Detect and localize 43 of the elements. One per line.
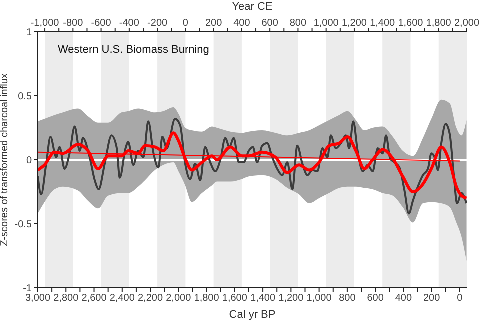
x2-tick-label: -800 [63, 18, 84, 29]
x2-axis-title: Year CE [232, 0, 273, 13]
x2-tick-label: 2,000 [454, 18, 480, 29]
x-tick-label: 3,000 [25, 293, 51, 304]
x2-tick-label: 1,400 [370, 18, 396, 29]
x-tick-label: 800 [339, 293, 356, 304]
x-tick-label: 2,200 [138, 293, 164, 304]
x-tick-label: 1,800 [194, 293, 220, 304]
x-tick-label: 1,600 [222, 293, 248, 304]
x2-tick-label: 800 [290, 18, 307, 29]
text: Western U.S. Biomass Burning [58, 44, 210, 56]
x2-tick-label: -1,000 [30, 18, 60, 29]
x2-tick-label: 0 [182, 18, 189, 29]
x-tick-label: 1,000 [306, 293, 332, 304]
x2-tick-label: 1,600 [398, 18, 424, 29]
x-tick-label: 2,800 [54, 293, 80, 304]
x-tick-label: 2,600 [82, 293, 108, 304]
x-tick-label: 400 [395, 293, 412, 304]
x-tick-label: 0 [457, 293, 464, 304]
x2-tick-label: 600 [262, 18, 279, 29]
x2-tick-label: 1,200 [342, 18, 368, 29]
y-tick-label: 0 [26, 156, 32, 167]
x2-tick-label: 1,000 [314, 18, 340, 29]
y-axis-title: Z-scores of transformed charcoal influx [0, 74, 11, 246]
x2-tick-label: 400 [234, 18, 251, 29]
x-axis-title: Cal yr BP [229, 309, 276, 320]
line-series [38, 132, 467, 200]
x2-tick-label: -400 [119, 18, 140, 29]
y-tick-label: -1 [23, 284, 32, 295]
line-series [38, 118, 467, 215]
y-tick-label: -0.5 [14, 220, 32, 231]
y-tick-label: 0.5 [18, 92, 32, 103]
x-tick-label: 2,400 [110, 293, 136, 304]
x2-tick-label: 200 [205, 18, 223, 29]
x-tick-label: 1,200 [278, 293, 304, 304]
x2-tick-label: -200 [148, 18, 168, 29]
x2-tick-label: -600 [91, 18, 112, 29]
x-tick-label: 200 [423, 293, 441, 304]
y-tick-label: 1 [26, 28, 32, 39]
x-tick-label: 1,400 [250, 293, 276, 304]
x-tick-label: 2,000 [166, 293, 192, 304]
x-tick-label: 600 [367, 293, 384, 304]
x2-tick-label: 1,800 [426, 18, 452, 29]
